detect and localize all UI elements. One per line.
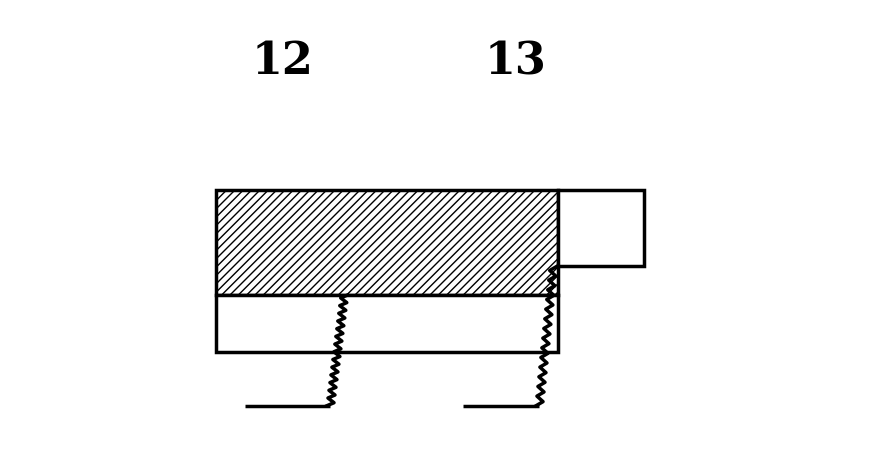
Text: 12: 12 bbox=[251, 40, 313, 83]
Bar bbox=[216, 294, 558, 352]
Bar bbox=[216, 190, 558, 294]
Bar bbox=[558, 190, 643, 266]
Text: 13: 13 bbox=[484, 40, 546, 83]
